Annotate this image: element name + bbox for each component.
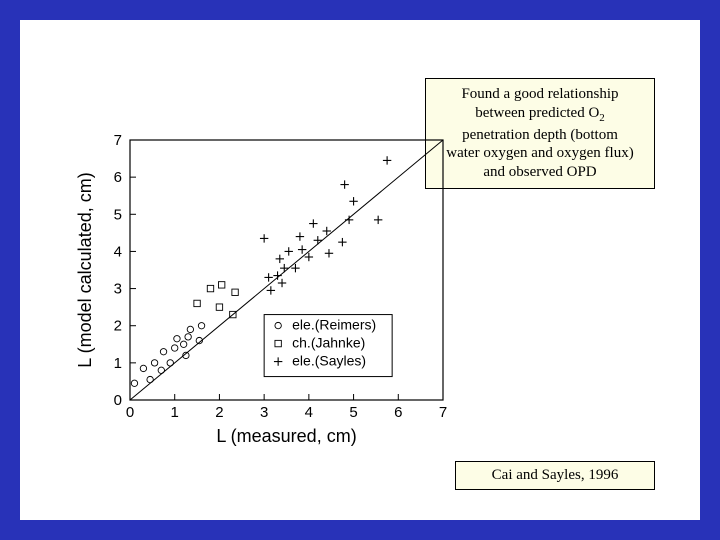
svg-text:4: 4 [305, 404, 313, 421]
scatter-chart: 00 1 1 2 2 3 3 4 4 5 5 6 6 7 7 L (measured, cm) L (model… [75, 130, 455, 450]
svg-text:2: 2 [114, 318, 122, 335]
caption-line4: water oxygen and oxygen flux) [446, 145, 633, 161]
svg-text:5: 5 [114, 206, 122, 223]
svg-text:4: 4 [114, 243, 122, 260]
caption-line2a: between predicted O [475, 105, 599, 121]
svg-text:ele.(Reimers): ele.(Reimers) [292, 317, 376, 333]
svg-text:7: 7 [439, 404, 447, 421]
svg-text:0: 0 [114, 392, 122, 409]
caption-sub: 2 [599, 112, 605, 124]
svg-text:3: 3 [260, 404, 268, 421]
svg-text:5: 5 [349, 404, 357, 421]
svg-text:3: 3 [114, 281, 122, 298]
svg-text:7: 7 [114, 132, 122, 149]
chart-svg: 00 1 1 2 2 3 3 4 4 5 5 6 6 7 7 L (measured, cm) L (model… [75, 130, 455, 450]
svg-text:1: 1 [171, 404, 179, 421]
svg-text:6: 6 [114, 169, 122, 186]
svg-text:0: 0 [126, 404, 134, 421]
svg-text:L (measured, cm): L (measured, cm) [216, 426, 356, 446]
caption-line1: Found a good relationship [461, 86, 618, 102]
citation-text: Cai and Sayles, 1996 [492, 467, 619, 483]
svg-text:ch.(Jahnke): ch.(Jahnke) [292, 335, 365, 351]
svg-text:L (model calculated, cm): L (model calculated, cm) [75, 172, 95, 367]
citation-box: Cai and Sayles, 1996 [455, 461, 655, 490]
svg-text:6: 6 [394, 404, 402, 421]
svg-text:ele.(Sayles): ele.(Sayles) [292, 353, 366, 369]
svg-text:1: 1 [114, 355, 122, 372]
slide-frame: Found a good relationship between predic… [18, 18, 702, 522]
caption-box: Found a good relationship between predic… [425, 78, 655, 189]
caption-line5: and observed OPD [483, 164, 596, 180]
caption-line3: penetration depth (bottom [462, 127, 618, 143]
svg-text:2: 2 [215, 404, 223, 421]
